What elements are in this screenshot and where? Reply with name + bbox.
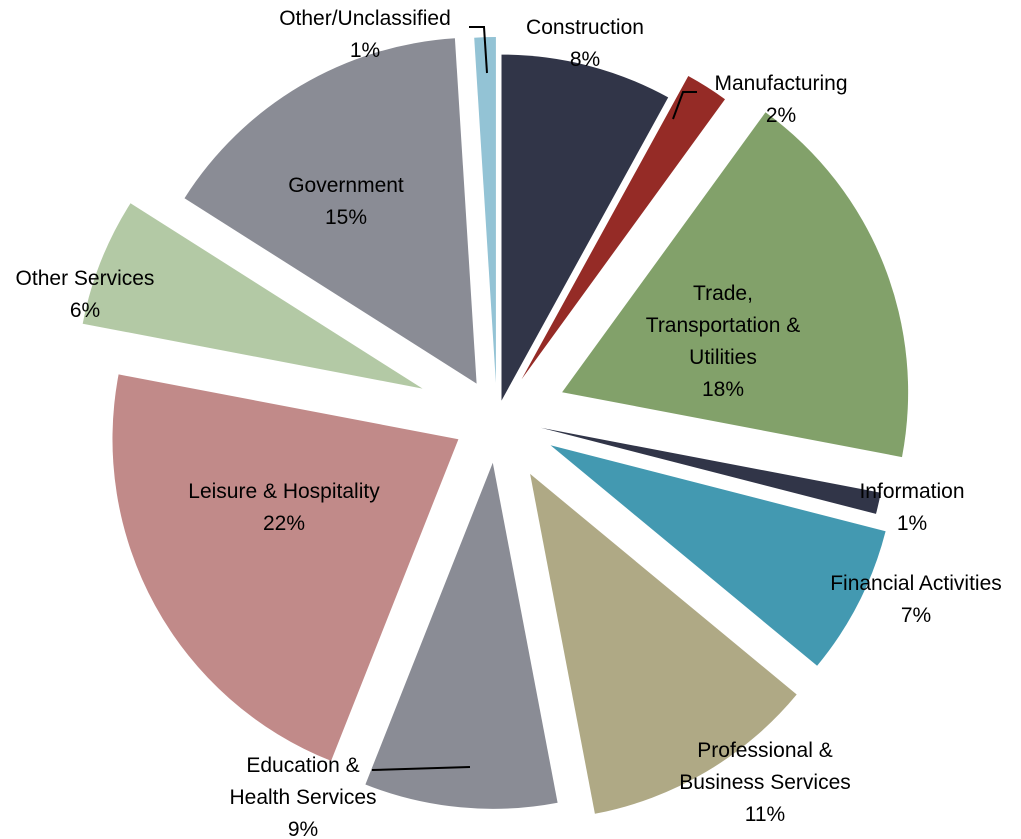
- slice-name-label: Education &: [246, 754, 359, 777]
- slice-value-label: 11%: [745, 803, 785, 826]
- slice-value-label: 22%: [263, 512, 305, 535]
- pie-slice-manufacturing: [521, 76, 725, 380]
- slice-name-label: Financial Activities: [830, 572, 1002, 595]
- slice-labels: Construction 8% Manufacturing 2% Trade, Trans…: [16, 7, 1002, 839]
- pie-slice-other-unclassified: [474, 37, 496, 383]
- leader-lines: [371, 26, 697, 771]
- pie-slice-education-and-health-services: [365, 462, 558, 809]
- slice-value-label: 7%: [901, 604, 931, 627]
- leader-line-manufacturing: [672, 91, 697, 120]
- slice-value-label: 15%: [325, 206, 367, 229]
- slice-name-label: Transportation &: [646, 314, 800, 337]
- slice-value-label: 6%: [70, 299, 100, 322]
- pie-slice-professional-and-business-services: [530, 473, 797, 814]
- slice-name-label: Construction: [526, 16, 644, 39]
- slice-label-government: Government 15%: [288, 174, 404, 229]
- leader-line-other-unclassified: [469, 26, 488, 74]
- slice-name-label: Information: [859, 480, 964, 503]
- slice-value-label: 8%: [570, 48, 600, 71]
- pie-slice-leisure-and-hospitality: [112, 374, 459, 761]
- slice-label-education-and-health-services: Education & Health Services 9%: [229, 754, 376, 839]
- slice-name-label: Other Services: [16, 267, 155, 290]
- pie-slice-information: [540, 427, 881, 514]
- slice-value-label: 9%: [288, 818, 318, 839]
- pie-slice-construction: [501, 54, 669, 401]
- slice-name-label: Manufacturing: [714, 72, 847, 95]
- slice-label-professional-and-business-services: Professional & Business Services 11%: [679, 739, 851, 826]
- pie-slice-trade-transportation-and-utilities: [562, 112, 909, 458]
- slice-name-label: Utilities: [689, 346, 757, 369]
- slice-name-label: Health Services: [229, 786, 376, 809]
- slice-name-label: Trade,: [693, 282, 753, 305]
- pie-slice-government: [184, 38, 477, 384]
- slice-value-label: 1%: [350, 39, 380, 62]
- slice-label-other-unclassified: Other/Unclassified 1%: [279, 7, 451, 62]
- slice-label-financial-activities: Financial Activities 7%: [830, 572, 1002, 627]
- slice-label-information: Information 1%: [859, 480, 964, 535]
- slice-label-other-services: Other Services 6%: [16, 267, 155, 322]
- slice-name-label: Professional &: [697, 739, 832, 762]
- slice-value-label: 2%: [766, 104, 796, 127]
- slice-name-label: Leisure & Hospitality: [188, 480, 380, 503]
- slice-label-trade-transportation-and-utilities: Trade, Transportation & Utilities 18%: [646, 282, 800, 401]
- slice-name-label: Government: [288, 174, 404, 197]
- slice-label-leisure-and-hospitality: Leisure & Hospitality 22%: [188, 480, 380, 535]
- slice-value-label: 1%: [897, 512, 927, 535]
- slice-label-construction: Construction 8%: [526, 16, 644, 71]
- pie-slices: [82, 37, 909, 814]
- leader-line-education-health: [371, 766, 471, 771]
- slice-value-label: 18%: [702, 378, 744, 401]
- pie-slice-other-services: [82, 203, 423, 389]
- slice-name-label: Business Services: [679, 771, 851, 794]
- pie-slice-financial-activities: [550, 445, 886, 666]
- slice-label-manufacturing: Manufacturing 2%: [714, 72, 847, 127]
- slice-name-label: Other/Unclassified: [279, 7, 451, 30]
